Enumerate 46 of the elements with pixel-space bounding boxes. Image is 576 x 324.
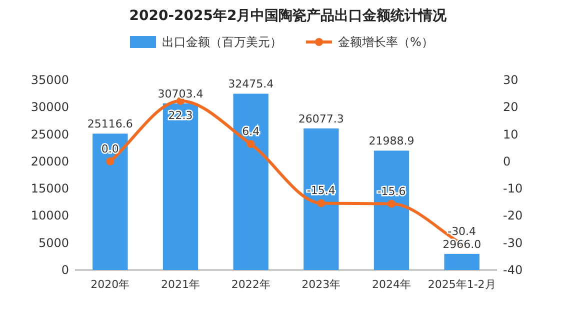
point: [388, 200, 396, 208]
y-tick-label: 25000: [30, 127, 69, 142]
y2-tick-label: 30: [503, 73, 518, 87]
y2-tick-label: 20: [503, 100, 518, 114]
data-label: -15.4: [306, 184, 336, 198]
x-tick-label: 2021年: [161, 278, 200, 291]
point: [246, 140, 255, 148]
y-tick-label: 20000: [30, 154, 69, 168]
bar: [162, 103, 198, 270]
data-label: 21988.9: [368, 134, 414, 148]
bar: [444, 254, 480, 270]
data-label: -30.4: [448, 224, 476, 238]
point: [106, 157, 114, 166]
x-tick-label: 2025年1-2月: [428, 278, 496, 291]
y-tick-label: 35000: [30, 73, 69, 87]
data-label: -15.6: [377, 184, 406, 198]
data-label: 26077.3: [298, 112, 344, 126]
bar: [304, 128, 339, 270]
y2-tick-label: -40: [503, 263, 523, 277]
y2-tick-label: -20: [503, 208, 523, 223]
data-label: 32475.4: [228, 78, 274, 91]
bar: [374, 150, 410, 270]
legend-label: 出口金额（百万美元）: [162, 35, 282, 49]
y-tick-label: 10000: [30, 208, 69, 223]
x-tick-label: 2022年: [231, 278, 270, 291]
x-tick-label: 2023年: [302, 278, 341, 291]
y-tick-label: 30000: [30, 100, 69, 114]
y2-tick-label: 0: [503, 154, 511, 168]
y2-tick-label: -10: [503, 182, 523, 196]
data-label: 30703.4: [158, 87, 204, 100]
y-tick-label: 15000: [30, 182, 69, 196]
point: [317, 199, 326, 208]
y-tick-label: 0: [61, 263, 69, 277]
y-tick-label: 5000: [38, 236, 69, 250]
x-tick-label: 2020年: [90, 278, 130, 291]
data-label: 0.0: [101, 142, 119, 156]
chart-title: 2020-2025年2月中国陶瓷产品出口金额统计情况: [129, 7, 448, 24]
data-label: 6.4: [242, 125, 260, 138]
legend-label: 金额增长率（%）: [338, 35, 434, 49]
x-tick-label: 2024年: [372, 278, 411, 291]
data-label: 25116.6: [87, 118, 133, 131]
bar: [233, 94, 268, 270]
bar: [92, 134, 128, 270]
y2-tick-label: -30: [503, 236, 523, 250]
data-label: 22.3: [168, 108, 193, 122]
y2-tick-label: 10: [503, 127, 518, 142]
